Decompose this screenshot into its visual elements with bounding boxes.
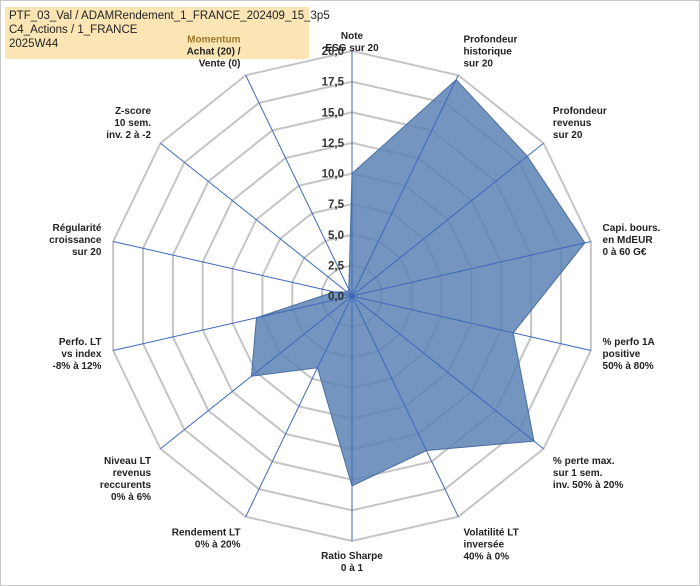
axis-spoke [245,75,353,297]
axis-label-line: 10 sem. [114,118,151,129]
title-line-3: 2025W44 [9,38,59,50]
axis-label: % perfo 1A positive 50% à 80% [603,337,655,372]
axis-label: Niveau LT revenus reccurents 0% à 6% [100,456,152,503]
axis-label-line: Vente (0) [199,58,241,69]
axis-label-line: revenus [113,468,152,479]
axis-label: Momentum Achat (20) / Vente (0) [187,34,241,69]
axis-label-line: Régularité [53,223,102,234]
axis-label: Capi. bours. en MdEUR 0 à 60 G€ [603,223,661,258]
axis-label: Profondeur historique sur 20 [464,34,518,69]
axis-label-line: Profondeur [464,34,518,45]
axis-spoke [351,295,591,352]
axis-spoke [351,295,459,517]
axis-label-line: revenus [553,118,592,129]
chart-title-box: PTF_03_Val / ADAMRendement_1_FRANCE_2024… [5,7,330,59]
axis-label-line: reccurents [100,480,152,491]
axis-label-line: Rendement LT [172,528,241,539]
axis-label-line: inv. 50% à 20% [553,480,624,491]
axis-spoke [113,240,353,297]
tick-label: 17,5 [322,77,345,89]
axis-label-line: inversée [464,540,505,551]
axis-label: Ratio Sharpe 0 à 1 [321,551,383,574]
axis-spoke [245,295,353,517]
tick-label: 20,0 [322,46,344,58]
axis-label-line: vs index [61,349,101,360]
axis-label-line: Achat (20) / [187,46,241,57]
axis-label-line: 40% à 0% [464,552,510,563]
axis-spoke [113,295,353,352]
tick-label: 0,0 [328,291,344,303]
axis-label-line: positive [603,349,641,360]
axis-label-line: Momentum [187,34,240,45]
axis-label: % perte max. sur 1 sem. inv. 50% à 20% [553,456,624,491]
title-line-1: PTF_03_Val / ADAMRendement_1_FRANCE_2024… [9,10,330,22]
axis-label-line: % perte max. [553,456,615,467]
axis-label-line: Ratio Sharpe [321,551,383,562]
axis-label-line: 0% à 20% [195,540,241,551]
axis-label-line: Niveau LT [104,456,151,467]
axis-label-line: sur 1 sem. [553,468,603,479]
axis-label-line: Profondeur [553,106,607,117]
axis-label-line: sur 20 [553,130,583,141]
axis-label-line: 0 à 60 G€ [603,247,647,258]
axis-label-line: % perfo 1A [603,337,655,348]
axis-label-line: -8% à 12% [53,361,102,372]
axis-label: Note ESG sur 20 [325,31,379,54]
axis-label-line: 0 à 1 [341,563,364,574]
tick-label: 12,5 [322,138,345,150]
title-line-2: C4_Actions / 1_FRANCE [9,24,138,36]
axis-spoke [351,75,459,297]
axis-label: Rendement LT 0% à 20% [172,528,241,551]
axis-spoke [351,240,591,297]
axis-label-line: croissance [49,235,102,246]
axis-label-line: Z-score [115,106,152,117]
axis-label: Régularité croissance sur 20 [49,223,102,258]
axis-spoke [160,142,353,297]
axis-label-line: inv. 2 à -2 [106,130,151,141]
axis-label-line: historique [464,46,513,57]
tick-label: 10,0 [322,169,344,181]
axis-label: Z-score 10 sem. inv. 2 à -2 [106,106,151,141]
axis-label-line: 50% à 80% [603,361,654,372]
axis-label: Perfo. LT vs index -8% à 12% [53,337,102,372]
axis-spoke [351,295,544,450]
tick-label: 7,5 [328,199,345,211]
axis-label-line: Capi. bours. [603,223,661,234]
axis-label-line: Volatilité LT [464,528,519,539]
axis-label: Profondeur revenus sur 20 [553,106,607,141]
axis-label-line: 0% à 6% [111,492,151,503]
axis-label-line: Note [341,31,364,42]
axis-spoke [351,142,544,297]
axis-label-line: Perfo. LT [59,337,102,348]
axis-label-line: sur 20 [72,247,102,258]
series-area [250,78,586,487]
axis-label-line: ESG sur 20 [325,43,379,54]
tick-label: 2,5 [328,260,345,272]
tick-label: 15,0 [322,107,344,119]
tick-label: 5,0 [328,230,344,242]
axis-spoke [160,295,353,450]
axis-label-line: sur 20 [464,58,494,69]
axis-label: Volatilité LT inversée 40% à 0% [464,528,519,563]
axis-label-line: en MdEUR [603,235,654,246]
